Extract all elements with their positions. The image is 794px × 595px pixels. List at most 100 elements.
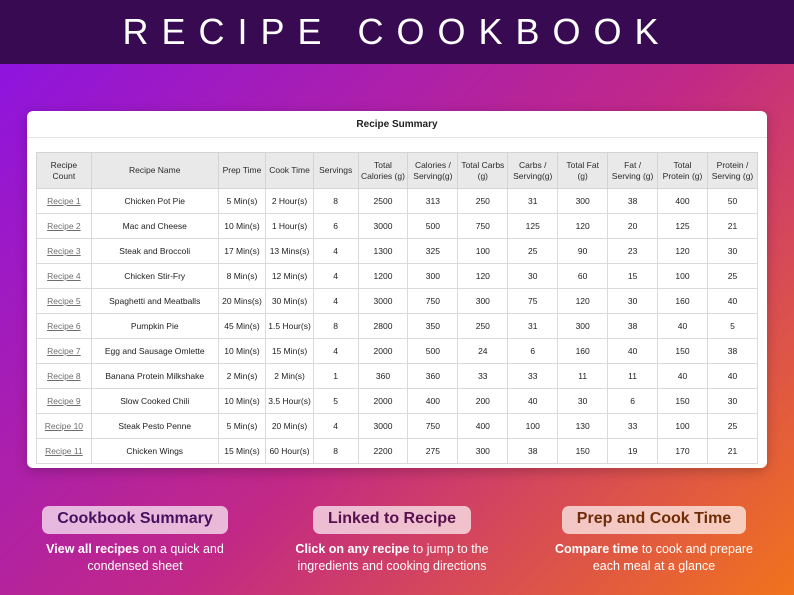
cell: 3000 [357,213,409,239]
cell: Mac and Cheese [90,213,219,239]
table-row: Recipe 8 Banana Protein Milkshake 2 Min(s)… [36,363,759,389]
recipe-count-cell: Recipe 7 [36,338,92,364]
cell: 360 [357,363,409,389]
table-body: Recipe 1 Chicken Pot Pie 5 Min(s) 2 Hour(s)… [36,188,759,464]
cell: 15 Min(s) [265,338,314,364]
cell: 1 [312,363,359,389]
recipe-link[interactable]: Recipe 6 [47,320,81,331]
cell: 350 [407,313,459,339]
cell: 30 [507,263,559,289]
linked-to-recipe-pill: Linked to Recipe [312,506,472,534]
cell: 300 [407,263,459,289]
table-row: Recipe 3 Steak and Broccoli 17 Min(s) 13 Mi… [36,238,759,264]
prep-and-cook-time-pill: Prep and Cook Time [561,506,747,534]
cell: 750 [457,213,509,239]
column-header: Calories / Serving(g) [407,152,459,189]
cell: 21 [706,213,759,239]
column-header: Protein / Serving (g) [706,152,759,189]
table-row: Recipe 10 Steak Pesto Penne 5 Min(s) 20 Min… [36,413,759,439]
recipe-count-cell: Recipe 1 [36,188,92,214]
cell: 200 [457,388,509,414]
cell: 20 [607,213,659,239]
recipe-link[interactable]: Recipe 9 [47,395,81,406]
cell: 38 [507,438,559,464]
recipe-link[interactable]: Recipe 2 [47,220,81,231]
cell: 5 [312,388,359,414]
column-header: Prep Time [217,152,267,189]
cell: 300 [557,188,609,214]
column-header: Carbs / Serving(g) [507,152,559,189]
cell: 25 [706,413,759,439]
cell: 13 Mins(s) [265,238,314,264]
sheet-title: Recipe Summary [27,111,767,138]
cell: 160 [557,338,609,364]
cookbook-summary-description: View all recipes on a quick and condense… [32,541,238,575]
recipe-link[interactable]: Recipe 3 [47,245,81,256]
cell: 60 [557,263,609,289]
cell: 38 [607,188,659,214]
cell: 10 Min(s) [217,338,267,364]
description-bold: View all recipes [46,542,140,556]
cell: 38 [607,313,659,339]
recipe-link[interactable]: Recipe 10 [44,420,84,431]
banner-title: RECIPE COOKBOOK [122,11,672,52]
recipe-table: Recipe Count Recipe Name Prep Time Cook Tim… [36,152,759,464]
cell: 120 [657,238,708,264]
column-header: Fat / Serving (g) [607,152,659,189]
table-row: Recipe 9 Slow Cooked Chili 10 Min(s) 3.5 Ho… [36,388,759,414]
description-rest: to jump to the ingredients and cooking d… [297,542,489,573]
cell: 45 Min(s) [217,313,267,339]
cell: Slow Cooked Chili [90,388,219,414]
cell: 100 [657,413,708,439]
cell: Egg and Sausage Omlette [90,338,219,364]
cell: Chicken Wings [90,438,219,464]
cell: 4 [312,288,359,314]
column-header: Cook Time [265,152,314,189]
cell: 50 [706,188,759,214]
recipe-link[interactable]: Recipe 8 [47,370,81,381]
cell: 4 [312,413,359,439]
cell: 40 [706,288,759,314]
cell: 40 [706,363,759,389]
cell: 11 [557,363,609,389]
recipe-link[interactable]: Recipe 7 [47,345,81,356]
cell: 125 [507,213,559,239]
cell: 8 [312,313,359,339]
recipe-count-cell: Recipe 3 [36,238,92,264]
cell: 1300 [357,238,409,264]
cell: Spaghetti and Meatballs [90,288,219,314]
description-bold: Click on any recipe [295,542,410,556]
cell: Chicken Pot Pie [90,188,219,214]
prep-and-cook-time-description: Compare time to cook and prepare each me… [546,541,762,575]
cell: 300 [457,288,509,314]
table-row: Recipe 4 Chicken Stir-Fry 8 Min(s) 12 Min(s… [36,263,759,289]
recipe-summary-card: Recipe Summary Recipe Count Recipe Name Pr… [27,111,767,468]
callout-linked-to-recipe: Linked to Recipe Click on any recipe to … [272,506,512,575]
table-row: Recipe 5 Spaghetti and Meatballs 20 Mins(s… [36,288,759,314]
cell: 15 [607,263,659,289]
cell: 120 [557,288,609,314]
cell: 40 [657,313,708,339]
cell: 25 [507,238,559,264]
cell: 100 [457,238,509,264]
column-header: Total Fat (g) [557,152,609,189]
recipe-link[interactable]: Recipe 1 [47,195,81,206]
cell: 150 [657,338,708,364]
table-row: Recipe 7 Egg and Sausage Omlette 10 Min(s)… [36,338,759,364]
cell: 120 [557,213,609,239]
cell: 33 [507,363,559,389]
cell: 2500 [357,188,409,214]
recipe-link[interactable]: Recipe 5 [47,295,81,306]
cell: 360 [407,363,459,389]
cell: 30 [557,388,609,414]
cell: 40 [607,338,659,364]
cell: 38 [706,338,759,364]
column-header: Recipe Count [36,152,92,189]
cell: 150 [657,388,708,414]
cell: 30 [706,238,759,264]
table-wrap: Recipe Count Recipe Name Prep Time Cook Tim… [27,138,767,464]
recipe-link[interactable]: Recipe 4 [47,270,81,281]
recipe-link[interactable]: Recipe 11 [45,445,83,456]
cell: Pumpkin Pie [90,313,219,339]
recipe-count-cell: Recipe 2 [36,213,92,239]
